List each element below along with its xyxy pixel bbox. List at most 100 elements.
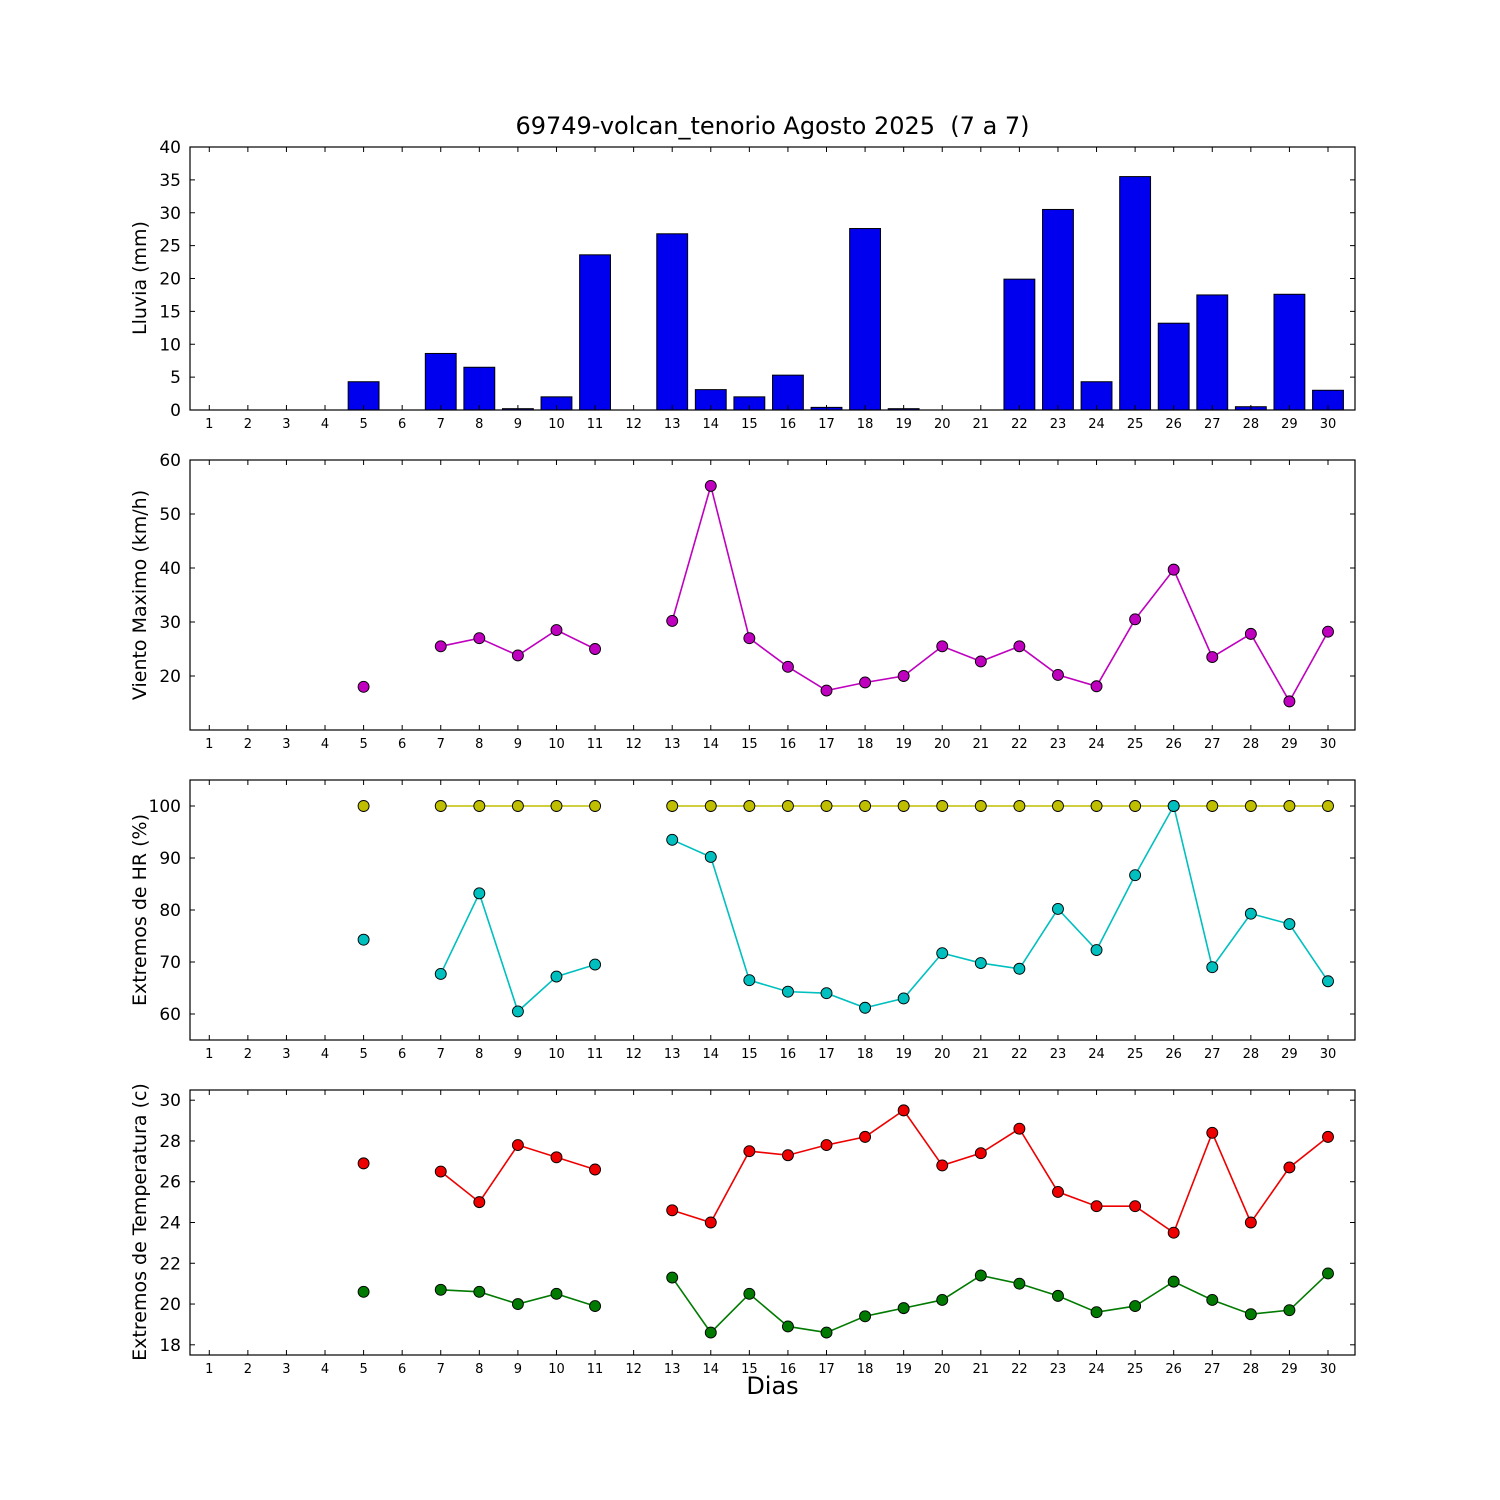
x-tick-label: 23 [1050,417,1067,432]
temperatura-minima-point [666,1271,679,1284]
x-tick-label: 20 [934,737,951,752]
y-tick-label: 50 [159,505,181,525]
x-tick-label: 12 [625,737,642,752]
x-tick-label: 15 [741,1362,758,1377]
y-tick-label: 80 [159,901,181,921]
temperatura-minima-point [550,1287,563,1300]
bar-day-8 [463,366,496,411]
x-tick-label: 23 [1050,737,1067,752]
hr-minimo-point [936,947,949,960]
x-tick-label: 5 [359,417,367,432]
x-tick-label: 16 [780,1047,797,1062]
x-tick-label: 28 [1243,1047,1260,1062]
subplot-2: 1 2 3 4 5 6 7 8 9 10 11 12 13 14 15 16 17 18 19 20 21 22 23 24 2… [159,451,1356,752]
viento-maximo-point [704,479,717,492]
hr-maximo-point [1052,800,1064,812]
hr-maximo-point [589,800,601,812]
temperatura-maxima-point [1206,1126,1219,1139]
viento-maximo-point [357,680,370,693]
hr-maximo-point [1322,800,1334,812]
x-tick-label: 13 [664,737,681,752]
y-tick-label: 100 [149,797,181,817]
temperatura-minima-point [974,1269,987,1282]
x-tick-label: 15 [741,417,758,432]
temperatura-maxima-point [743,1145,756,1158]
temperatura-maxima-point [974,1147,987,1160]
viento-maximo-point [666,614,679,627]
x-tick-label: 22 [1011,417,1028,432]
viento-maximo-point [589,643,601,655]
x-tick-label: 4 [321,1362,329,1377]
hr-maximo-point [550,800,563,812]
x-tick-label: 3 [282,1047,290,1062]
figure-title: 69749-volcan_tenorio Agosto 2025 (7 a 7) [515,112,1030,140]
hr-maximo-point [666,800,679,812]
hr-maximo-point [1090,800,1103,812]
viento-maximo-point [820,684,833,697]
y-tick-label: 0 [170,401,181,421]
x-tick-label: 21 [973,1362,990,1377]
viento-maximo-point [1244,627,1257,640]
x-tick-label: 4 [321,417,329,432]
bar-day-25 [1119,176,1152,411]
x-tick-label: 16 [780,737,797,752]
temperatura-maxima-point [666,1204,679,1217]
temperatura-minima-point [704,1326,717,1339]
x-tick-label: 16 [780,1362,797,1377]
hr-minimo-point [781,985,794,998]
y-tick-label: 5 [170,368,181,388]
viento-maximo-point [1322,625,1334,638]
x-tick-label: 22 [1011,1362,1028,1377]
hr-maximo-point [897,800,910,812]
viento-maximo-point [550,624,563,637]
hr-minimo-point [1283,918,1296,930]
x-tick-label: 12 [625,1362,642,1377]
bar-day-29 [1273,293,1306,411]
x-tick-label: 7 [437,1047,445,1062]
temperatura-minima-point [357,1285,370,1298]
x-tick-label: 1 [205,417,213,432]
hr-maximo-point [781,800,794,812]
y-tick-label: 40 [159,138,181,158]
hr-minimo-point [666,833,679,846]
x-tick-label: 29 [1281,1047,1298,1062]
x-tick-label: 14 [703,1362,720,1377]
x-tick-label: 11 [587,737,604,752]
x-tick-label: 17 [818,1047,835,1062]
x-tick-label: 2 [244,1047,252,1062]
hr-minimo-point [859,1001,872,1014]
temperatura-maxima-point [1090,1200,1103,1213]
temperatura-maxima-point [357,1157,370,1170]
x-tick-label: 10 [548,1362,565,1377]
x-tick-label: 13 [664,1047,681,1062]
x-tick-label: 8 [475,417,483,432]
x-tick-label: 17 [818,417,835,432]
x-tick-label: 26 [1165,1047,1182,1062]
temperatura-maxima-point [1013,1122,1026,1135]
x-tick-label: 30 [1320,1362,1337,1377]
x-tick-label: 27 [1204,1047,1221,1062]
viento-maximo-point [859,676,872,689]
y-tick-label: 60 [159,451,181,471]
x-tick-label: 4 [321,737,329,752]
x-tick-label: 21 [973,1047,990,1062]
x-tick-label: 10 [548,737,565,752]
temperatura-minima-point [1129,1300,1142,1313]
x-tick-label: 21 [973,737,990,752]
hr-maximo-point [974,800,987,812]
x-tick-label: 24 [1088,1047,1105,1062]
temperatura-minima-point [820,1326,833,1339]
hr-maximo-point [936,800,949,812]
temperatura-minima-point [1090,1306,1103,1319]
x-tick-label: 30 [1320,417,1337,432]
temperatura-maxima-point [820,1139,833,1151]
y-tick-label: 15 [159,302,181,322]
x-tick-label: 20 [934,1362,951,1377]
viento-maximo-point [1283,695,1296,708]
x-tick-label: 13 [664,1362,681,1377]
x-tick-label: 1 [205,1047,213,1062]
temperatura-maxima-point [1322,1130,1334,1143]
x-tick-label: 17 [818,737,835,752]
